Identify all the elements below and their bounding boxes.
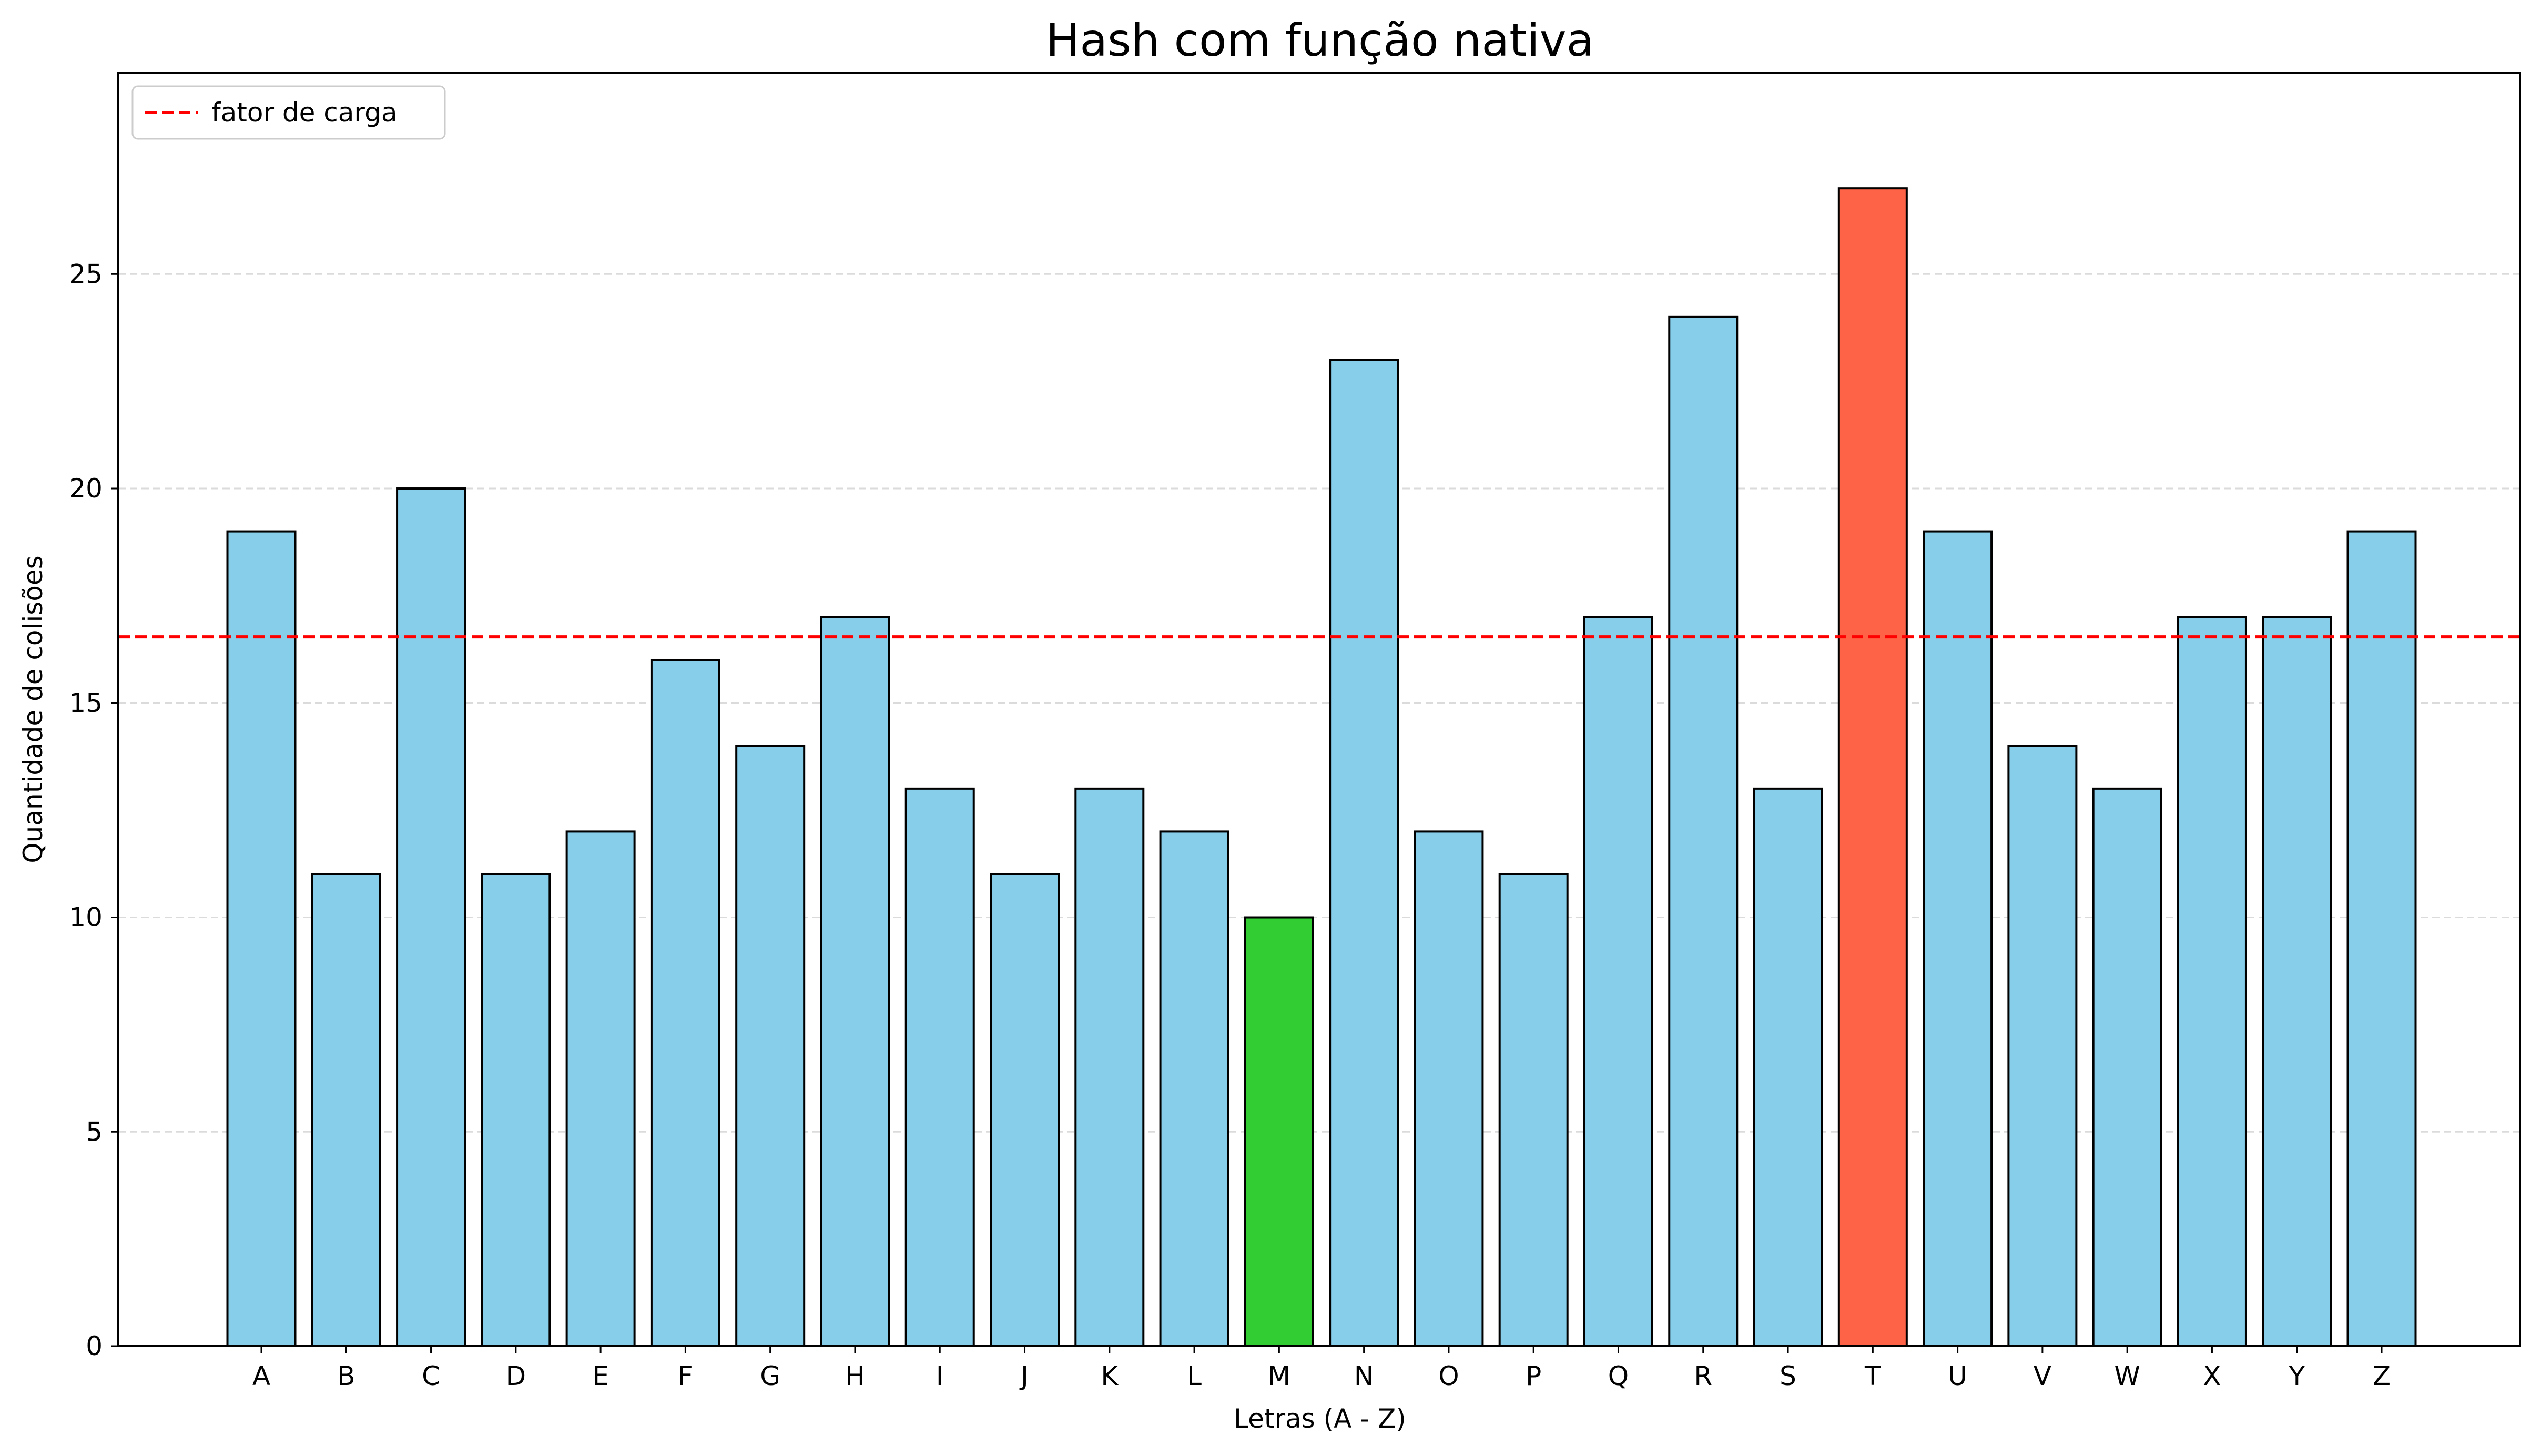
bar-D <box>481 873 551 1348</box>
y-tick-label: 10 <box>69 902 103 933</box>
bar-R <box>1668 315 1739 1348</box>
bar-F <box>650 659 720 1347</box>
x-tick-label-E: E <box>592 1361 609 1391</box>
x-tick-label-P: P <box>1526 1361 1541 1391</box>
x-tick-label-C: C <box>422 1361 440 1391</box>
legend: fator de carga <box>131 85 446 140</box>
bar-K <box>1074 787 1145 1347</box>
x-tick-label-B: B <box>337 1361 355 1391</box>
x-tick-label-H: H <box>845 1361 865 1391</box>
bar-B <box>311 873 381 1348</box>
legend-box <box>131 85 446 140</box>
plot-frame <box>117 72 2521 1347</box>
bar-S <box>1753 787 1823 1347</box>
x-tick-label-Y: Y <box>2288 1361 2305 1391</box>
x-tick-label-R: R <box>1694 1361 1712 1391</box>
y-tick-label: 0 <box>86 1331 103 1361</box>
bar-I <box>904 787 975 1347</box>
x-tick-label-Z: Z <box>2373 1361 2391 1391</box>
y-tick-label: 5 <box>86 1116 103 1147</box>
x-tick-label-S: S <box>1780 1361 1796 1391</box>
x-tick-label-V: V <box>2034 1361 2051 1391</box>
y-tick-label: 20 <box>69 473 103 504</box>
x-axis-ticks: A B C D E F G H I J K L M N O P Q R S T U V W X Y Z <box>252 1346 2391 1391</box>
bar-G <box>735 745 806 1347</box>
x-tick-label-X: X <box>2203 1361 2221 1391</box>
bar-X <box>2177 616 2247 1347</box>
bar-U <box>1923 530 1993 1347</box>
y-tick-label: 25 <box>69 259 103 289</box>
bar-Y <box>2262 616 2332 1347</box>
bar-Z <box>2346 530 2417 1347</box>
x-tick-label-Q: Q <box>1608 1361 1629 1391</box>
x-tick-label-W: W <box>2114 1361 2140 1391</box>
bar-N <box>1329 359 1399 1347</box>
x-tick-label-F: F <box>678 1361 693 1391</box>
x-tick-label-L: L <box>1187 1361 1202 1391</box>
x-tick-label-N: N <box>1354 1361 1374 1391</box>
bar-J <box>990 873 1060 1348</box>
y-tick-label: 15 <box>69 688 103 718</box>
bar-H <box>820 616 890 1347</box>
x-tick-label-T: T <box>1864 1361 1881 1391</box>
legend-label: fator de carga <box>211 97 397 128</box>
y-axis-label: Quantidade de colisões <box>18 555 48 863</box>
x-tick-label-G: G <box>760 1361 780 1391</box>
bar-T <box>1837 187 1908 1347</box>
bar-E <box>565 830 636 1348</box>
bar-A <box>226 530 297 1347</box>
bar-O <box>1414 830 1484 1348</box>
bar-P <box>1498 873 1569 1348</box>
x-tick-label-M: M <box>1268 1361 1290 1391</box>
x-tick-label-I: I <box>936 1361 944 1391</box>
x-tick-label-D: D <box>506 1361 526 1391</box>
x-tick-label-K: K <box>1101 1361 1119 1391</box>
bar-V <box>2007 745 2078 1347</box>
bar-C <box>396 487 466 1347</box>
x-tick-label-U: U <box>1948 1361 1967 1391</box>
bar-Q <box>1583 616 1653 1347</box>
bar-L <box>1159 830 1229 1348</box>
x-tick-label-O: O <box>1438 1361 1459 1391</box>
chart-title: Hash com função nativa <box>1046 14 1594 67</box>
bars <box>226 187 2417 1348</box>
bar-M <box>1244 916 1314 1348</box>
x-tick-label-A: A <box>252 1361 270 1391</box>
bar-W <box>2092 787 2162 1347</box>
y-axis-ticks: 0 5 10 15 20 25 <box>69 259 118 1361</box>
x-axis-label: Letras (A - Z) <box>1234 1403 1406 1434</box>
x-tick-label-J: J <box>1019 1361 1029 1391</box>
